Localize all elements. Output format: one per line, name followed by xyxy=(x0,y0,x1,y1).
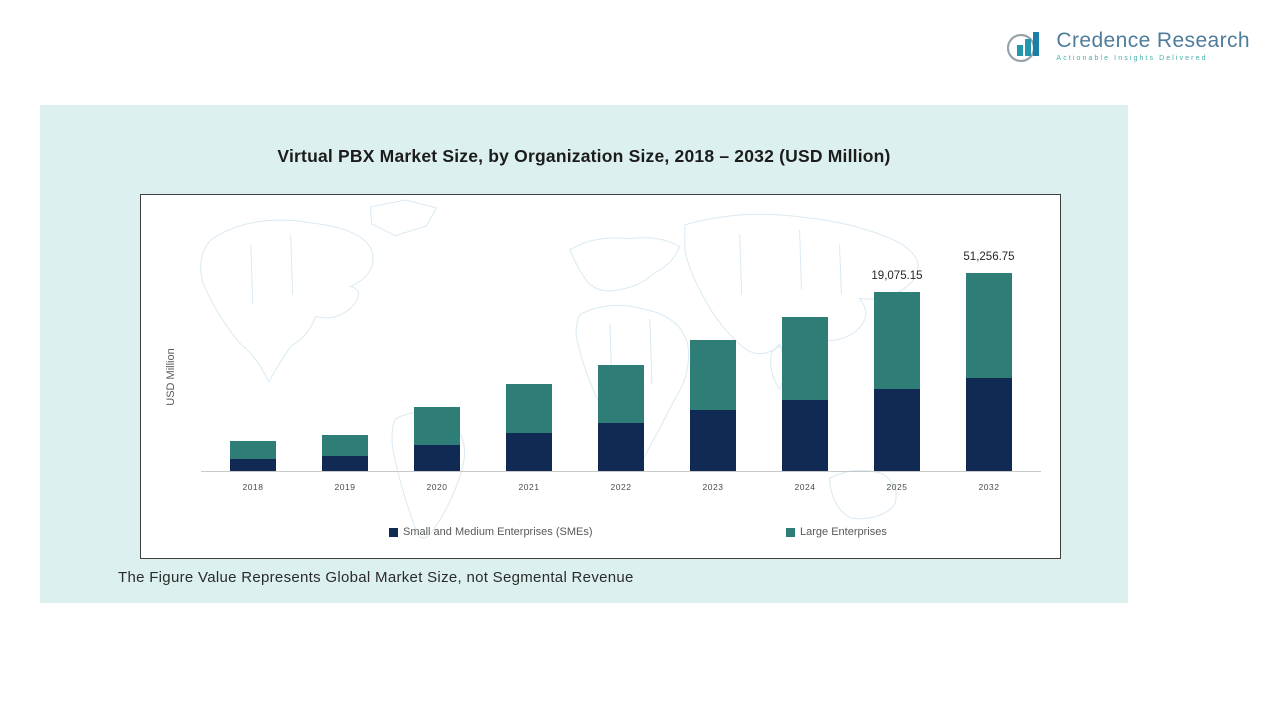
segment-large-enterprises xyxy=(230,441,276,459)
credence-research-logo: Credence Research Actionable Insights De… xyxy=(1006,24,1250,66)
segment-large-enterprises xyxy=(598,365,644,423)
segment-large-enterprises xyxy=(966,273,1012,378)
legend-item: Small and Medium Enterprises (SMEs) xyxy=(389,526,593,538)
y-axis-title: USD Million xyxy=(165,347,177,406)
x-axis-line xyxy=(201,471,1041,472)
segment-large-enterprises xyxy=(690,340,736,410)
x-axis-label-2023: 2023 xyxy=(702,482,724,492)
data-label-2032: 51,256.75 xyxy=(963,251,1015,263)
stacked-bar-2025 xyxy=(874,292,920,471)
logo-text: Credence Research Actionable Insights De… xyxy=(1056,29,1250,62)
segment-sme xyxy=(506,433,552,471)
segment-sme xyxy=(230,459,276,471)
legend-item: Large Enterprises xyxy=(786,526,887,538)
segment-sme xyxy=(966,378,1012,471)
stacked-bar-2020 xyxy=(414,407,460,471)
logo-name: Credence Research xyxy=(1056,28,1250,52)
stacked-bar-2032 xyxy=(966,273,1012,471)
legend-label: Large Enterprises xyxy=(800,526,887,538)
segment-sme xyxy=(322,456,368,471)
x-axis-label-2025: 2025 xyxy=(886,482,908,492)
chart-title: Virtual PBX Market Size, by Organization… xyxy=(277,146,891,166)
segment-large-enterprises xyxy=(322,435,368,456)
data-label-2025: 19,075.15 xyxy=(871,270,923,282)
plot-area: 2018 2019 2020 2021 2022 2023 2024 19,075.15 202… xyxy=(207,195,1035,492)
x-axis-label-2024: 2024 xyxy=(794,482,816,492)
bar-column-2022: 2022 xyxy=(575,195,667,492)
stacked-bar-2024 xyxy=(782,317,828,471)
segment-sme xyxy=(782,400,828,471)
segment-sme xyxy=(598,423,644,471)
logo-tagline: Actionable Insights Delivered xyxy=(1056,54,1208,62)
bar-column-2018: 2018 xyxy=(207,195,299,492)
stacked-bar-2018 xyxy=(230,441,276,471)
bar-column-2019: 2019 xyxy=(299,195,391,492)
world-map-watermark xyxy=(200,199,919,539)
footnote: The Figure Value Represents Global Marke… xyxy=(118,569,634,586)
segment-sme xyxy=(874,389,920,471)
x-axis-label-2019: 2019 xyxy=(334,482,356,492)
x-axis-label-2021: 2021 xyxy=(518,482,540,492)
bar-column-2023: 2023 xyxy=(667,195,759,492)
bar-column-2020: 2020 xyxy=(391,195,483,492)
stacked-bar-2022 xyxy=(598,365,644,471)
legend-swatch xyxy=(389,527,398,537)
legend-swatch xyxy=(786,527,795,537)
bar-column-2021: 2021 xyxy=(483,195,575,492)
bar-column-2032: 51,256.75 2032 xyxy=(943,195,1035,492)
x-axis-label-2020: 2020 xyxy=(426,482,448,492)
stacked-bar-2023 xyxy=(690,340,736,471)
bar-column-2025: 19,075.15 2025 xyxy=(851,195,943,492)
x-axis-label-2022: 2022 xyxy=(610,482,632,492)
legend: Small and Medium Enterprises (SMEs) Large… xyxy=(141,526,1060,546)
stacked-bar-2021 xyxy=(506,384,552,471)
chart-frame: USD Million 2018 2019 2020 2021 2022 2023 2024… xyxy=(140,194,1061,559)
legend-label: Small and Medium Enterprises (SMEs) xyxy=(403,526,593,538)
segment-large-enterprises xyxy=(782,317,828,400)
segment-sme xyxy=(690,410,736,471)
bar-column-2024: 2024 xyxy=(759,195,851,492)
bar-chart-logo-icon xyxy=(1006,24,1048,66)
x-axis-label-2018: 2018 xyxy=(242,482,264,492)
segment-large-enterprises xyxy=(414,407,460,445)
segment-large-enterprises xyxy=(874,292,920,389)
stacked-bar-2019 xyxy=(322,435,368,471)
segment-large-enterprises xyxy=(506,384,552,433)
segment-sme xyxy=(414,445,460,471)
x-axis-label-2032: 2032 xyxy=(978,482,1000,492)
report-panel: Virtual PBX Market Size, by Organization… xyxy=(40,105,1128,603)
